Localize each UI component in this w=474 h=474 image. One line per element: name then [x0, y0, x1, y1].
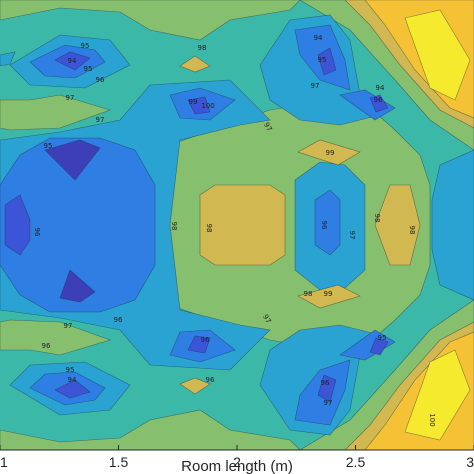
contour-level-label: 94 — [68, 376, 77, 384]
contour-fill-99 — [297, 139, 361, 166]
contour-fill-95 — [314, 189, 341, 256]
contour-level-label: 100 — [428, 413, 436, 426]
contour-level-label: 98 — [198, 44, 207, 52]
contour-fill-95 — [339, 89, 396, 121]
contour-fill-93 — [44, 139, 101, 181]
contour-fill-96 — [431, 149, 474, 301]
contour-fill-99 — [179, 377, 211, 395]
x-tick-label: 2.5 — [346, 454, 366, 470]
contour-fill-99 — [374, 184, 421, 266]
contour-level-label: 100 — [201, 102, 214, 110]
contour-fill-94 — [54, 379, 91, 399]
x-axis-label: Room length (m) — [181, 458, 293, 474]
contour-fill-95 — [339, 329, 396, 361]
contour-level-label: 98 — [170, 222, 178, 231]
x-tick-label: 1.5 — [109, 454, 129, 470]
contour-fill-94 — [369, 94, 389, 113]
contour-fill-94 — [187, 335, 211, 354]
x-axis-ticks: 1 1.5 2 2.5 3 — [0, 445, 474, 470]
contour-level-label: 96 — [114, 316, 123, 324]
contour-level-label: 99 — [324, 290, 333, 298]
x-tick-label: 3 — [466, 454, 474, 470]
contour-level-label: 96 — [321, 379, 330, 387]
contour-level-label: 95 — [81, 42, 90, 50]
contour-level-label: 94 — [376, 84, 385, 92]
contour-level-label: 94 — [314, 34, 323, 42]
contour-fill-94 — [317, 47, 337, 76]
contour-level-label: 97 — [96, 116, 105, 124]
contour-level-label: 98 — [373, 214, 381, 223]
contour-fill-98 — [0, 0, 301, 41]
x-tick-label: 2 — [233, 454, 241, 470]
contour-fill-98 — [0, 94, 111, 131]
contour-fill-94 — [317, 374, 337, 403]
contour-level-label: 97 — [324, 399, 333, 407]
contour-fill-101 — [404, 9, 471, 101]
contour-level-label: 96 — [201, 336, 210, 344]
contour-level-label: 96 — [206, 376, 215, 384]
contour-level-label: 96 — [33, 228, 41, 237]
contour-fill-99 — [199, 184, 286, 266]
contour-fill-98 — [0, 409, 301, 451]
contour-level-label: 96 — [374, 96, 383, 104]
contour-level-label: 98 — [205, 224, 213, 233]
contour-fill-93 — [59, 269, 96, 303]
contour-level-label: 96 — [42, 342, 51, 350]
contour-level-label: 94 — [68, 57, 77, 65]
contour-level-label: 98 — [408, 226, 416, 235]
contour-level-label: 97 — [66, 94, 75, 102]
contour-level-label: 99 — [326, 149, 335, 157]
contour-plot-area — [0, 0, 474, 451]
contour-level-label: 97 — [311, 82, 320, 90]
contour-fill-94 — [54, 51, 91, 71]
contour-fill-95 — [0, 137, 156, 313]
contour-level-label: 95 — [44, 142, 53, 150]
contour-level-label: 98 — [304, 290, 313, 298]
contour-fill-99 — [179, 55, 211, 73]
contour-level-label: 95 — [84, 65, 93, 73]
contour-level-label: 97 — [261, 313, 272, 325]
contour-level-label: 97 — [262, 121, 273, 133]
contour-fill-94 — [4, 194, 31, 256]
contour-fill-101 — [404, 349, 471, 441]
contour-fill-94 — [369, 337, 389, 356]
contour-level-label: 97 — [64, 322, 73, 330]
contour-level-label: 96 — [96, 76, 105, 84]
contour-level-label: 95 — [318, 56, 327, 64]
contour-fill-94 — [187, 96, 211, 115]
contour-fill-98 — [0, 319, 111, 356]
contour-level-label: 99 — [189, 98, 198, 106]
contour-level-label: 96 — [320, 221, 328, 230]
contour-level-label: 95 — [66, 366, 75, 374]
contour-fill-99 — [297, 284, 361, 309]
contour-fill-96 — [0, 51, 16, 67]
contour-level-label: 95 — [378, 334, 387, 342]
x-tick-label: 1 — [0, 454, 8, 470]
contour-level-label: 97 — [348, 231, 356, 240]
